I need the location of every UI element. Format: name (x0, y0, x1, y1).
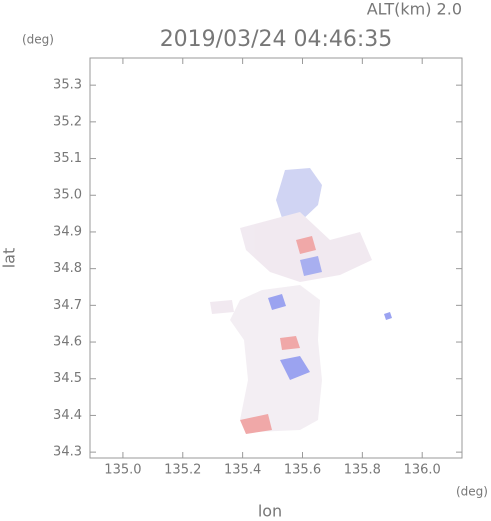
y-tick-label: 35.2 (53, 114, 82, 129)
plot-frame (89, 57, 463, 459)
y-tick-label: 35.1 (53, 151, 82, 166)
echo-region (210, 300, 234, 314)
x-tick-label: 135.8 (344, 463, 381, 478)
x-tick-label: 135.2 (164, 463, 201, 478)
x-unit: (deg) (456, 485, 488, 499)
echo-region (280, 336, 300, 350)
y-tick-label: 35.3 (53, 78, 82, 93)
y-tick-label: 34.5 (53, 371, 82, 386)
echo-region (300, 256, 322, 276)
y-tick-label: 34.9 (53, 224, 82, 239)
echo-region (296, 236, 316, 254)
echo-region (230, 285, 322, 432)
y-tick-label: 34.4 (53, 408, 82, 423)
y-tick-label: 34.8 (53, 261, 82, 276)
echo-field (210, 168, 392, 434)
x-tick-label: 135.0 (104, 463, 141, 478)
echo-region (268, 294, 286, 310)
y-tick-label: 34.6 (53, 335, 82, 350)
echo-region (384, 312, 392, 320)
x-tick-label: 135.6 (284, 463, 321, 478)
chart-title: 2019/03/24 04:46:35 (160, 27, 393, 52)
y-tick-label: 34.7 (53, 298, 82, 313)
x-tick-label: 135.4 (224, 463, 261, 478)
y-unit: (deg) (22, 33, 54, 47)
altitude-label: ALT(km) 2.0 (367, 0, 462, 19)
echo-region (240, 414, 272, 434)
x-tick-label: 136.0 (404, 463, 441, 478)
echo-region (280, 356, 310, 380)
echo-region (276, 168, 322, 222)
x-axis-label: lon (258, 502, 282, 521)
y-tick-label: 34.3 (53, 445, 82, 460)
y-tick-label: 35.0 (53, 188, 82, 203)
y-axis-label: lat (0, 248, 19, 269)
